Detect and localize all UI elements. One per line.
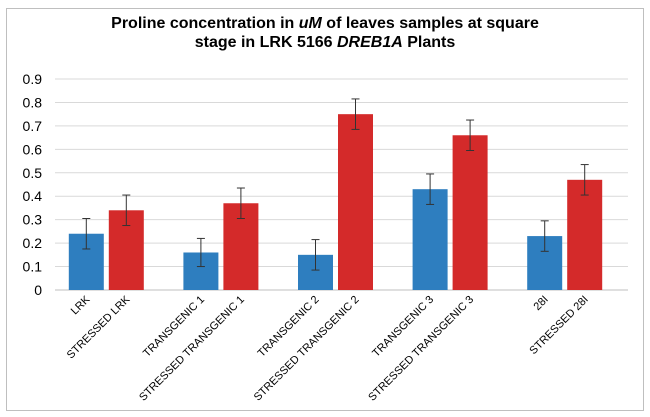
bar	[452, 135, 488, 290]
title-gene: DREB1A	[337, 34, 403, 51]
bar	[567, 179, 603, 290]
chart-frame	[6, 8, 644, 411]
title-text: Plants	[402, 34, 456, 51]
chart-title-line-2: stage in LRK 5166 DREB1A Plants	[0, 33, 650, 52]
y-tick-label: 0.3	[23, 212, 43, 228]
x-tick-label: 28I	[532, 294, 551, 313]
x-tick-label: LRK	[69, 293, 93, 317]
title-text: of leaves samples at square	[321, 15, 539, 32]
y-tick-label: 0.9	[23, 71, 43, 87]
y-tick-label: 0.8	[23, 94, 43, 110]
title-unit: uM	[298, 15, 322, 32]
y-tick-label: 0.5	[23, 165, 43, 181]
title-text: stage in LRK 5166	[194, 34, 337, 51]
chart-title: Proline concentration in uM of leaves sa…	[0, 14, 650, 52]
y-tick-label: 0.1	[23, 259, 43, 275]
y-tick-label: 0.6	[23, 141, 43, 157]
bar	[412, 189, 448, 290]
title-text: Proline concentration in	[111, 15, 299, 32]
y-tick-label: 0	[34, 282, 42, 298]
bar	[338, 114, 373, 291]
y-tick-label: 0.7	[23, 118, 43, 134]
y-tick-label: 0.2	[23, 235, 43, 251]
chart-title-line-1: Proline concentration in uM of leaves sa…	[0, 14, 650, 33]
y-tick-label: 0.4	[23, 188, 43, 204]
